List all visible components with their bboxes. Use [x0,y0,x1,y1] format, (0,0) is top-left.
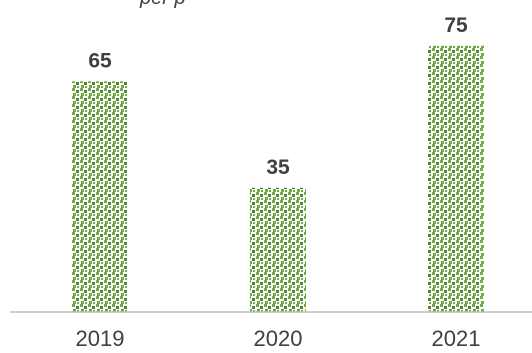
bar-2021 [428,45,484,312]
x-tick-label-2019: 2019 [76,326,125,351]
bars-layer [72,45,484,312]
bar-2020 [250,187,306,312]
data-label-2020: 35 [266,156,290,179]
data-label-2021: 75 [444,14,468,37]
x-tick-label-2021: 2021 [432,326,481,351]
x-tick-labels-layer: 2019 2020 2021 [76,326,481,351]
data-labels-layer: 65 35 75 [88,14,468,179]
data-label-2019: 65 [88,49,112,72]
bar-2019 [72,81,128,312]
cropped-title-fragment: per p [139,0,186,9]
x-tick-label-2020: 2020 [254,326,303,351]
